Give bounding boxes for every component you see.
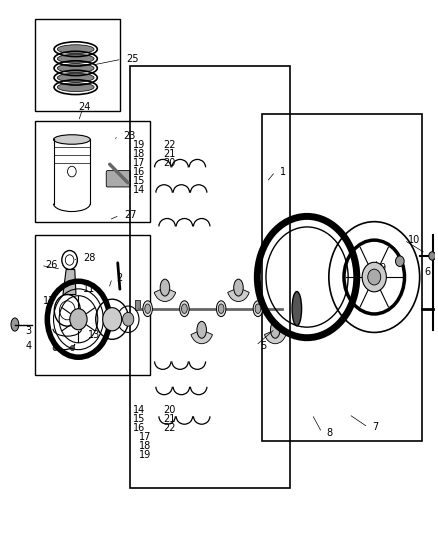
Polygon shape <box>63 270 76 295</box>
Text: 2: 2 <box>117 273 123 283</box>
Text: 9: 9 <box>380 263 386 272</box>
Bar <box>262 114 422 441</box>
Text: 7: 7 <box>372 422 379 432</box>
Ellipse shape <box>57 73 94 82</box>
Text: 18: 18 <box>139 441 151 451</box>
Text: 26: 26 <box>45 261 57 270</box>
Text: 12: 12 <box>42 296 55 306</box>
Bar <box>35 19 120 111</box>
Text: 24: 24 <box>78 102 91 112</box>
Text: 18: 18 <box>133 149 145 159</box>
Text: 1: 1 <box>279 166 286 176</box>
Ellipse shape <box>197 321 206 338</box>
Ellipse shape <box>53 135 90 144</box>
Text: 20: 20 <box>163 405 175 415</box>
Ellipse shape <box>253 301 263 317</box>
Ellipse shape <box>57 54 94 63</box>
Ellipse shape <box>180 301 189 317</box>
Circle shape <box>53 345 57 351</box>
Ellipse shape <box>11 318 19 331</box>
Text: 17: 17 <box>133 158 145 168</box>
Ellipse shape <box>234 279 243 296</box>
Text: 14: 14 <box>133 185 145 195</box>
Text: 6: 6 <box>424 267 431 277</box>
Text: 22: 22 <box>163 423 175 433</box>
Bar <box>35 235 150 375</box>
Text: 15: 15 <box>133 176 145 186</box>
Wedge shape <box>228 288 249 302</box>
Text: 20: 20 <box>163 158 175 168</box>
Ellipse shape <box>57 83 94 92</box>
Circle shape <box>396 256 404 266</box>
Text: 19: 19 <box>139 450 151 460</box>
Text: 5: 5 <box>260 341 266 351</box>
Ellipse shape <box>255 304 261 313</box>
FancyBboxPatch shape <box>106 171 131 187</box>
Text: 21: 21 <box>163 414 175 424</box>
Circle shape <box>70 309 87 330</box>
Text: 11: 11 <box>83 284 95 294</box>
Ellipse shape <box>292 292 302 326</box>
Text: 19: 19 <box>133 140 145 150</box>
Text: 17: 17 <box>139 432 152 442</box>
Text: 10: 10 <box>408 235 420 245</box>
Ellipse shape <box>216 301 226 317</box>
Bar <box>35 122 150 222</box>
Text: 16: 16 <box>133 423 145 433</box>
Wedge shape <box>265 330 286 344</box>
Ellipse shape <box>270 321 280 338</box>
Text: 21: 21 <box>163 149 175 159</box>
Text: 27: 27 <box>124 211 136 220</box>
Circle shape <box>123 312 134 326</box>
Ellipse shape <box>218 304 224 313</box>
Text: 22: 22 <box>163 140 175 150</box>
Text: 16: 16 <box>133 167 145 177</box>
Circle shape <box>102 308 122 331</box>
Ellipse shape <box>57 45 94 54</box>
Bar <box>131 66 290 488</box>
Text: 25: 25 <box>126 54 138 64</box>
Ellipse shape <box>145 304 151 313</box>
Text: 13: 13 <box>88 330 101 340</box>
Ellipse shape <box>181 304 187 313</box>
Text: 8: 8 <box>326 427 332 438</box>
Ellipse shape <box>143 301 152 317</box>
Wedge shape <box>191 330 212 344</box>
Text: 4: 4 <box>25 341 32 351</box>
Bar <box>134 300 140 310</box>
Text: 3: 3 <box>25 326 32 336</box>
Circle shape <box>429 252 436 260</box>
Ellipse shape <box>160 279 170 296</box>
Wedge shape <box>154 288 176 302</box>
Text: 15: 15 <box>133 414 145 424</box>
Text: 28: 28 <box>83 253 95 263</box>
Circle shape <box>368 269 381 285</box>
Circle shape <box>362 262 386 292</box>
Ellipse shape <box>57 64 94 72</box>
Text: 14: 14 <box>133 405 145 415</box>
Circle shape <box>71 345 74 351</box>
Text: 23: 23 <box>123 131 135 141</box>
